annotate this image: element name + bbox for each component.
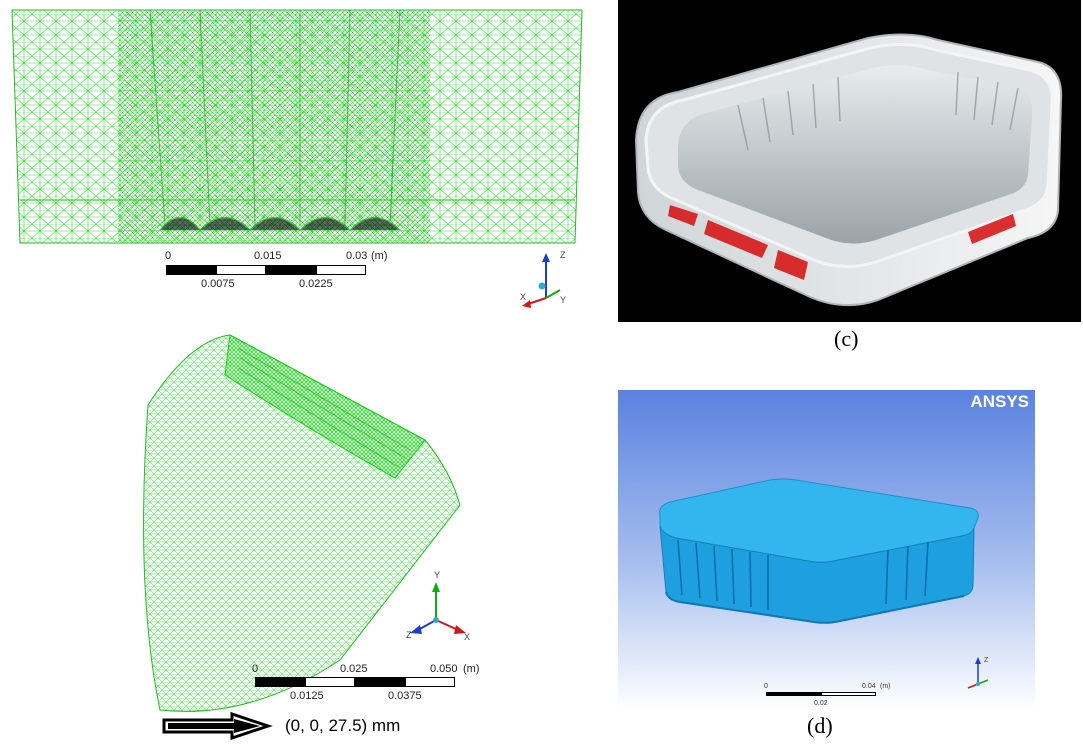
scale-bar — [166, 265, 366, 275]
scale-seg-2 — [216, 265, 266, 275]
arrow-label: (0, 0, 27.5) mm — [285, 716, 401, 735]
scale-unit: (m) — [880, 683, 891, 690]
caption-d: (d) — [807, 713, 833, 738]
mesh-iso-panel: Y Z X 0 0.025 0.050 (m) 0.0125 0.0375 — [130, 330, 490, 745]
triad-z: Z — [560, 250, 566, 260]
scale-seg-1 — [255, 677, 305, 687]
mesh-front-panel: 0 0.015 0.03 (m) 0.0075 0.0225 Z X Y — [0, 0, 595, 320]
scale-bar-iso — [255, 677, 455, 687]
scale-label-003: 0.03 — [346, 250, 368, 262]
triad-x: X — [520, 292, 526, 302]
photo-panel — [618, 0, 1081, 322]
scale-seg-2 — [821, 692, 876, 696]
triad-z-iso: Z — [406, 630, 412, 640]
scale-label-0015: 0.015 — [254, 250, 282, 262]
triad-z-ansys: Z — [984, 657, 989, 664]
scale-seg-3 — [266, 265, 316, 275]
triad-y-iso: Y — [434, 570, 440, 580]
scale-seg-4 — [405, 677, 455, 687]
scale-seg-1 — [766, 692, 821, 696]
axis-triad-icon-ansys: Z — [967, 657, 989, 689]
triad-y: Y — [560, 295, 566, 305]
scale-label-0025: 0.025 — [340, 663, 368, 675]
rib-lines — [149, 9, 401, 231]
scale-label-002: 0.02 — [814, 700, 828, 707]
scale-label-0: 0 — [252, 663, 259, 675]
tray-model — [659, 478, 979, 624]
scale-label-00375: 0.0375 — [388, 690, 422, 702]
scale-label-0050: 0.050 — [430, 663, 458, 675]
scale-label-0: 0 — [165, 250, 172, 262]
axis-triad-icon-iso: Y Z X — [406, 570, 470, 642]
scale-label-0: 0 — [764, 683, 768, 690]
scale-bar-ansys — [766, 692, 876, 696]
scale-seg-3 — [355, 677, 405, 687]
scale-label-00225: 0.0225 — [299, 278, 333, 290]
ansys-panel: ANSYS Z 0 0.04 (m) 0.02 — [618, 390, 1035, 710]
axis-triad-icon: Z X Y — [520, 250, 566, 308]
caption-c: (c) — [834, 326, 859, 351]
mesh-iso-dense-top — [224, 334, 426, 479]
mesh-front-dense-region — [118, 10, 430, 243]
mesh-front-graphic — [11, 9, 583, 244]
scale-seg-4 — [316, 265, 366, 275]
scale-unit: (m) — [463, 663, 480, 675]
scale-label-00125: 0.0125 — [290, 690, 324, 702]
triad-x-iso: X — [464, 632, 470, 642]
mesh-iso-graphic — [143, 334, 461, 712]
ansys-logo: ANSYS — [970, 392, 1029, 411]
scale-seg-2 — [305, 677, 355, 687]
right-arrow-icon — [162, 712, 273, 740]
scale-label-004: 0.04 — [862, 683, 876, 690]
scale-label-00075: 0.0075 — [201, 278, 235, 290]
tray-photo — [634, 33, 1063, 307]
scale-seg-1 — [166, 265, 216, 275]
scale-unit: (m) — [371, 250, 388, 262]
